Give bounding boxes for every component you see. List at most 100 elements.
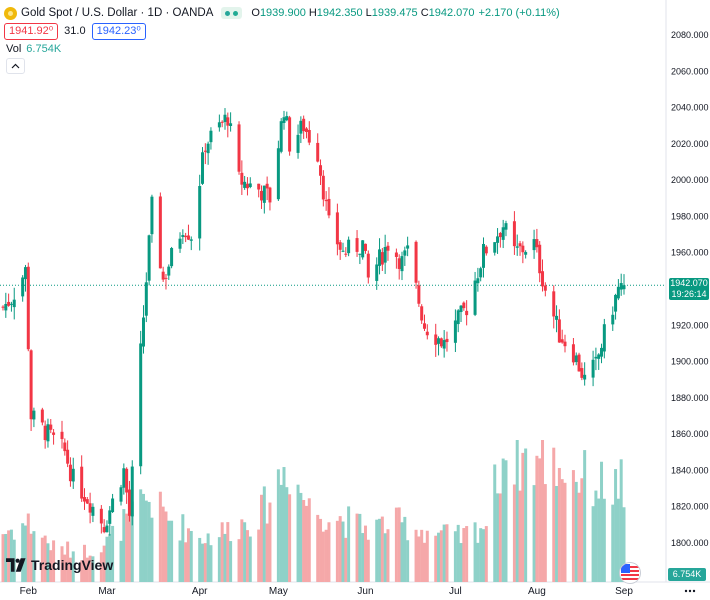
- candle-body: [296, 134, 300, 153]
- volume-bar: [21, 523, 25, 582]
- price-tick-label: 2020.000: [671, 139, 709, 149]
- candle: [111, 493, 115, 514]
- candle-body: [282, 117, 286, 123]
- volume-bar: [240, 519, 244, 582]
- volume-bar: [288, 494, 292, 582]
- volume-bar: [105, 536, 109, 582]
- volume-bar: [577, 492, 581, 582]
- scale-settings-button[interactable]: [680, 583, 700, 598]
- candle-body: [420, 306, 424, 321]
- candle-body: [141, 317, 145, 347]
- volume-bar: [394, 507, 398, 582]
- volume-label[interactable]: Vol: [6, 43, 22, 55]
- volume-bar: [366, 539, 370, 582]
- candle: [262, 185, 266, 214]
- high-label: H: [308, 7, 317, 19]
- volume-bar: [127, 498, 131, 582]
- volume-bar: [68, 557, 72, 582]
- candle: [591, 350, 595, 387]
- candle-body: [85, 499, 89, 504]
- candle-body: [462, 302, 466, 309]
- candle: [611, 306, 615, 331]
- candle: [484, 245, 488, 256]
- candle: [302, 115, 306, 139]
- candle: [397, 254, 401, 280]
- price-tick-label: 1860.000: [671, 429, 709, 439]
- close-value: 1942.070: [428, 7, 475, 19]
- volume-bar: [453, 531, 457, 582]
- candle-body: [422, 323, 426, 329]
- symbol-title[interactable]: Gold Spot / U.S. Dollar · 1D · OANDA: [21, 7, 214, 19]
- candle: [32, 407, 36, 428]
- sell-button[interactable]: 1941.92⁰: [4, 22, 59, 40]
- candle: [420, 304, 424, 324]
- candle-body: [515, 246, 519, 248]
- volume-bar: [91, 556, 95, 582]
- volume-bar: [141, 493, 145, 582]
- candle-body: [91, 506, 95, 516]
- volume-bar: [307, 498, 311, 582]
- candle: [99, 505, 103, 534]
- candle: [324, 191, 328, 211]
- candle: [203, 143, 207, 165]
- volume-bar: [150, 517, 154, 582]
- candle: [223, 108, 227, 130]
- candle-body: [189, 239, 193, 241]
- volume-bar: [29, 533, 33, 582]
- candle-body: [347, 239, 351, 254]
- volume-bar: [335, 520, 339, 582]
- collapse-legend-button[interactable]: [6, 58, 25, 74]
- candle-body: [4, 303, 8, 311]
- candle-body: [144, 282, 148, 316]
- candle-body: [80, 466, 84, 499]
- candle-body: [316, 142, 320, 162]
- candle-body: [23, 267, 27, 280]
- volume-bar: [619, 459, 623, 582]
- candle-body: [504, 223, 508, 230]
- candle-body: [479, 268, 483, 278]
- candle: [144, 272, 148, 323]
- volume-bar: [504, 460, 508, 582]
- candle: [198, 174, 202, 251]
- candle-body: [394, 252, 398, 257]
- candle-body: [223, 114, 227, 123]
- volume-scale-badge: 6.754K: [668, 568, 706, 581]
- candle-body: [501, 227, 505, 240]
- gold-coin-icon: [4, 6, 17, 20]
- volume-bar: [167, 520, 171, 582]
- candle-body: [237, 124, 241, 172]
- candle-body: [279, 121, 283, 152]
- candle: [580, 362, 584, 381]
- tradingview-watermark[interactable]: TradingView: [6, 557, 113, 573]
- time-axis[interactable]: Feb Mar Apr May Jun Jul Aug Sep: [20, 586, 634, 597]
- candle-body: [245, 183, 249, 189]
- volume-bar: [189, 530, 193, 582]
- candle: [288, 115, 292, 156]
- buy-button[interactable]: 1942.23⁰: [91, 22, 146, 40]
- volume-bar: [181, 514, 185, 582]
- candle-body: [425, 331, 429, 336]
- candle: [268, 186, 272, 211]
- volume-bar: [122, 509, 126, 582]
- volume-bar: [543, 484, 547, 582]
- volume-bar: [71, 551, 75, 582]
- candle-body: [327, 198, 331, 216]
- volume-bar: [563, 482, 567, 582]
- us-flag-icon[interactable]: [619, 562, 641, 584]
- candle-body: [52, 432, 56, 435]
- volume-bar: [63, 554, 67, 582]
- candle-body: [229, 123, 233, 126]
- candle-body: [417, 285, 421, 304]
- candle: [130, 460, 134, 526]
- volume-bar: [201, 543, 205, 582]
- candle: [220, 120, 224, 128]
- volume-legend-row: Vol 6.754K: [4, 40, 560, 58]
- market-status-indicator[interactable]: [221, 7, 243, 19]
- candle: [355, 230, 359, 257]
- candle-body: [111, 498, 115, 513]
- candle-body: [493, 242, 497, 253]
- volume-bar: [414, 529, 418, 582]
- volume-bar: [220, 522, 224, 582]
- candle: [43, 420, 47, 449]
